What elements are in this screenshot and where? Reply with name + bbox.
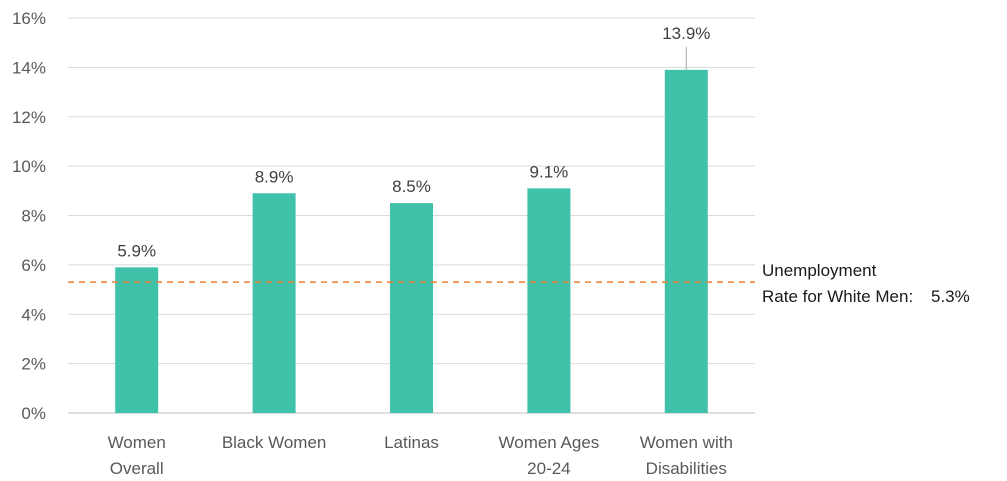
category-label: Overall: [110, 459, 164, 478]
y-tick-label: 2%: [21, 355, 46, 374]
data-label: 8.5%: [392, 177, 431, 196]
y-tick-label: 16%: [12, 9, 46, 28]
data-label: 9.1%: [530, 162, 569, 181]
category-label: Women Ages: [499, 433, 600, 452]
data-label: 5.9%: [117, 241, 156, 260]
data-labels: 5.9% 8.9% 8.5% 9.1% 13.9%: [117, 24, 710, 261]
reference-line-label-2: Rate for White Men:: [762, 287, 913, 306]
bar: [115, 267, 159, 413]
y-tick-label: 8%: [21, 207, 46, 226]
bar: [390, 203, 433, 413]
bar: [252, 193, 296, 413]
category-label: Latinas: [384, 433, 439, 452]
bars: [115, 69, 708, 413]
y-tick-label: 12%: [12, 108, 46, 127]
category-label: Women with: [640, 433, 733, 452]
y-tick-label: 6%: [21, 256, 46, 275]
data-label: 13.9%: [662, 24, 710, 43]
reference-line-value: 5.3%: [931, 287, 970, 306]
category-label: 20-24: [527, 459, 570, 478]
bar: [664, 69, 708, 413]
y-tick-label: 4%: [21, 305, 46, 324]
category-label: Women: [108, 433, 166, 452]
y-tick-label: 14%: [12, 58, 46, 77]
y-axis-ticks: 0% 2% 4% 6% 8% 10% 12% 14% 16%: [12, 9, 46, 423]
y-tick-label: 10%: [12, 157, 46, 176]
x-axis-categories: Women Overall Black Women Latinas Women Ages…: [108, 433, 733, 478]
bar: [527, 188, 571, 413]
y-tick-label: 0%: [21, 404, 46, 423]
category-label: Black Women: [222, 433, 327, 452]
reference-line-label-1: Unemployment: [762, 261, 877, 280]
data-label: 8.9%: [255, 167, 294, 186]
category-label: Disabilities: [646, 459, 727, 478]
